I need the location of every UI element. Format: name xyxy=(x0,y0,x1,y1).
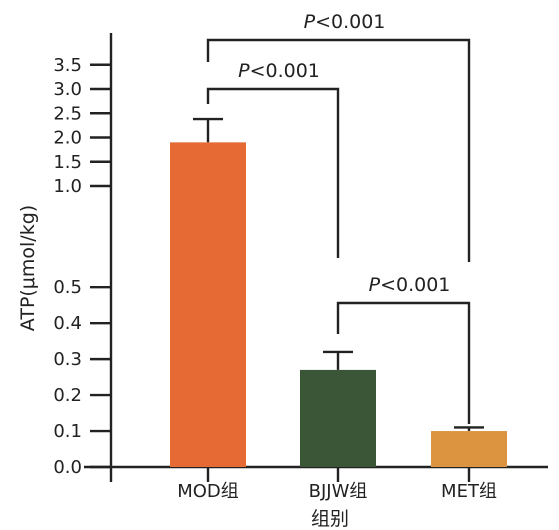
bar-mod xyxy=(170,142,246,467)
x-tick-label: MET组 xyxy=(441,481,497,502)
significance-label: P<0.001 xyxy=(369,274,451,296)
p-threshold: <0.001 xyxy=(380,274,450,296)
y-tick-label: 0.5 xyxy=(53,277,82,298)
significance-label: P<0.001 xyxy=(304,11,386,33)
x-tick-label: MOD组 xyxy=(177,481,239,502)
bar-met xyxy=(431,431,507,467)
y-tick-label: 0.4 xyxy=(53,313,82,334)
y-tick-label: 2.0 xyxy=(53,128,82,149)
significance-bracket xyxy=(206,87,340,258)
y-tick-label: 3.5 xyxy=(53,55,82,76)
p-threshold: <0.001 xyxy=(315,11,385,33)
y-tick-label: 1.5 xyxy=(53,152,82,173)
significance-bracket xyxy=(336,301,471,424)
y-tick-label: 0.0 xyxy=(53,457,82,478)
bar-bjjw xyxy=(300,369,376,467)
x-tick-labels: MOD组 BJJW组 MET组 xyxy=(177,467,497,502)
p-symbol: P xyxy=(304,11,316,33)
y-tick-label: 0.3 xyxy=(53,349,82,370)
y-tick-label: 1.0 xyxy=(53,176,82,197)
y-tick-label: 2.5 xyxy=(53,103,82,124)
x-axis-title: 组别 xyxy=(311,508,349,530)
p-threshold: <0.001 xyxy=(250,60,320,82)
bars xyxy=(170,117,507,467)
y-tick-label: 3.0 xyxy=(53,79,82,100)
y-ticks: 0.0 0.1 0.2 0.3 0.4 0.5 1.0 1.5 2.0 2.5 3.0 3.5 xyxy=(53,55,111,478)
y-axis-title: ATP(μmol/kg) xyxy=(17,205,39,331)
x-tick-label: BJJW组 xyxy=(309,481,368,502)
p-symbol: P xyxy=(369,274,381,296)
significance-bracket xyxy=(206,38,471,262)
y-tick-label: 0.1 xyxy=(53,421,82,442)
p-symbol: P xyxy=(238,60,250,82)
y-tick-label: 0.2 xyxy=(53,385,82,406)
significance-label: P<0.001 xyxy=(238,60,320,82)
